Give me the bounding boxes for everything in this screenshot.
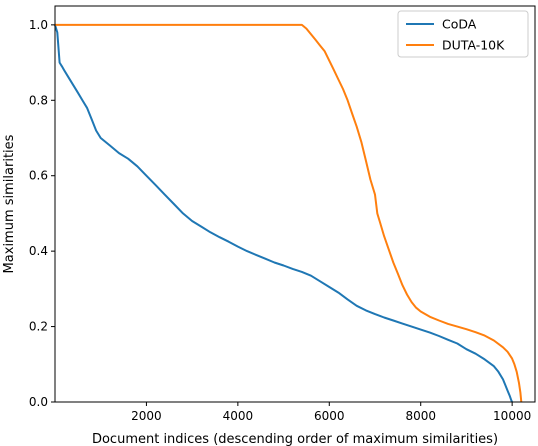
- x-tick-label: 4000: [223, 409, 254, 423]
- y-tick-label: 0.6: [29, 169, 48, 183]
- x-tick-label: 2000: [131, 409, 162, 423]
- series-line-1: [55, 23, 523, 403]
- y-tick-label: 0.8: [29, 93, 48, 107]
- y-tick-label: 0.4: [29, 244, 48, 258]
- x-tick-label: 8000: [405, 409, 436, 423]
- x-tick-label: 10000: [493, 409, 531, 423]
- y-axis-ticks: 0.0 0.2 0.4 0.6 0.8 1.0: [29, 18, 55, 409]
- x-axis-title: Document indices (descending order of ma…: [92, 432, 498, 446]
- y-axis-title: Maximum similarities: [2, 134, 17, 273]
- y-tick-label: 0.0: [29, 395, 48, 409]
- plot-frame: [54, 5, 536, 403]
- y-tick-label: 1.0: [29, 18, 48, 32]
- legend-label-1: DUTA-10K: [442, 38, 505, 53]
- legend: CoDA DUTA-10K: [397, 10, 529, 58]
- plot-area: [55, 6, 535, 402]
- y-tick-label: 0.2: [29, 320, 48, 334]
- legend-label-0: CoDA: [442, 17, 477, 32]
- series-line-0: [54, 24, 514, 403]
- x-axis-ticks: 2000 4000 6000 8000 10000: [131, 402, 531, 423]
- x-tick-label: 6000: [314, 409, 345, 423]
- series-layer: [54, 23, 523, 403]
